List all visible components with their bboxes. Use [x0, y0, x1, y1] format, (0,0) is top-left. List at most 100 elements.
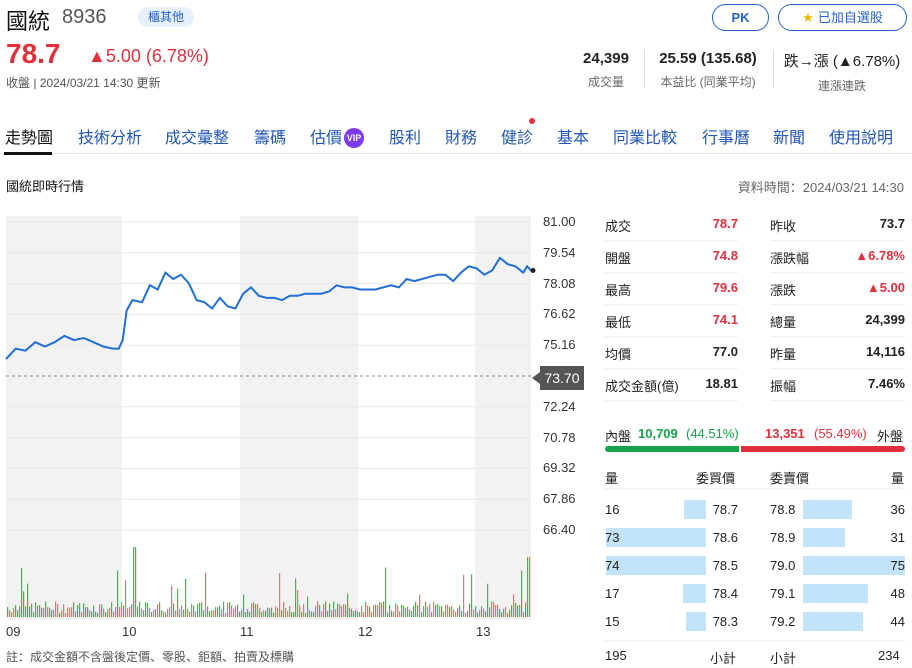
- volume-bar: [437, 603, 439, 617]
- price-change-value: 5.00 (6.78%): [105, 46, 209, 66]
- quote-label: 昨量: [770, 347, 797, 362]
- tab-chart[interactable]: 走勢圖: [5, 130, 54, 147]
- volume-bar: [363, 612, 365, 617]
- tab-technical[interactable]: 技術分析: [78, 130, 143, 147]
- volume-bar: [499, 608, 501, 617]
- volume-bar: [357, 611, 359, 617]
- volume-bar: [151, 611, 153, 617]
- quote-label: 開盤: [605, 251, 632, 266]
- tab-basic[interactable]: 基本: [557, 130, 590, 147]
- volume-bar: [163, 611, 165, 617]
- volume-bar: [387, 612, 389, 617]
- x-tick: 11: [240, 624, 254, 639]
- volume-bar: [159, 602, 161, 617]
- ask-price: 78.9: [770, 530, 796, 545]
- volume-bar: [467, 610, 469, 617]
- tab-valuation[interactable]: 估價 VIP: [310, 124, 365, 148]
- intraday-chart[interactable]: [0, 212, 540, 622]
- volume-bar: [433, 601, 435, 617]
- stat-volume: 24,399 成交量: [572, 50, 640, 90]
- pk-button[interactable]: PK: [712, 4, 769, 31]
- volume-bar: [441, 606, 443, 617]
- tab-help[interactable]: 使用說明: [829, 130, 894, 147]
- volume-bar: [373, 605, 375, 617]
- ask-volume: 44: [890, 614, 905, 629]
- volume-bar: [453, 609, 455, 617]
- volume-bar: [401, 604, 403, 617]
- volume-bar: [73, 602, 75, 617]
- ask-depth-bar: [803, 528, 845, 547]
- volume-bar: [491, 601, 493, 617]
- volume-bar: [63, 604, 65, 617]
- bid-price: 78.4: [712, 586, 738, 601]
- y-tick: 76.62: [543, 306, 576, 322]
- volume-bar: [137, 606, 139, 617]
- volume-bar: [19, 606, 21, 617]
- volume-bar: [53, 609, 55, 617]
- volume-bar: [181, 605, 183, 617]
- ask-price-header: 委賣價: [770, 471, 810, 486]
- tab-financial[interactable]: 財務: [445, 130, 478, 147]
- section-title: 國統即時行情: [6, 179, 85, 194]
- industry-tag[interactable]: 櫃其他: [138, 7, 195, 27]
- tab-chips[interactable]: 籌碼: [254, 130, 287, 147]
- volume-bar: [125, 580, 127, 617]
- volume-bar: [103, 608, 105, 617]
- divider: [605, 640, 905, 641]
- volume-bar: [321, 611, 323, 617]
- volume-bar: [83, 603, 85, 617]
- active-tab-indicator: [4, 152, 52, 155]
- volume-bar: [293, 611, 295, 617]
- tab-checkup[interactable]: 健診: [501, 130, 534, 147]
- volume-bar: [17, 610, 19, 617]
- quote-value: ▲6.78%: [855, 248, 905, 263]
- volume-bar: [227, 602, 229, 617]
- volume-bar: [37, 605, 39, 617]
- volume-bar: [207, 606, 209, 617]
- quote-value: 18.81: [705, 376, 738, 391]
- volume-bar: [41, 607, 43, 617]
- volume-bar: [141, 608, 143, 617]
- volume-bar: [497, 604, 499, 617]
- volume-bar: [71, 607, 73, 617]
- volume-bar: [341, 606, 343, 617]
- volume-bar: [135, 547, 137, 617]
- tab-news[interactable]: 新聞: [773, 130, 806, 147]
- volume-bar: [161, 610, 163, 617]
- notification-dot-icon: [529, 118, 535, 124]
- volume-bar: [427, 606, 429, 617]
- volume-bar: [39, 605, 41, 617]
- volume-bar: [473, 609, 475, 617]
- divider: [605, 488, 905, 489]
- tab-dividend[interactable]: 股利: [389, 130, 422, 147]
- volume-bar: [25, 606, 27, 617]
- quote-label: 最高: [605, 283, 632, 298]
- watchlist-button[interactable]: ★ 已加自選股: [778, 4, 907, 31]
- bid-total: 195: [605, 648, 627, 663]
- volume-bar: [479, 610, 481, 617]
- tab-calendar[interactable]: 行事曆: [702, 130, 751, 147]
- volume-bar: [277, 607, 279, 617]
- ask-volume-header: 量: [891, 471, 905, 486]
- ask-price: 79.1: [770, 586, 796, 601]
- volume-bar: [339, 604, 341, 617]
- tab-peer[interactable]: 同業比較: [613, 130, 678, 147]
- volume-bar: [81, 612, 83, 617]
- ask-depth-bar: [803, 612, 863, 631]
- volume-bar: [275, 606, 277, 617]
- volume-bar: [243, 594, 245, 617]
- volume-bar: [359, 612, 361, 617]
- volume-bar: [299, 605, 301, 617]
- inner-percent: (44.51%): [686, 426, 739, 441]
- volume-bar: [7, 607, 9, 617]
- volume-bar: [417, 605, 419, 617]
- volume-bar: [371, 612, 373, 617]
- divider: [644, 50, 645, 88]
- volume-bar: [187, 608, 189, 617]
- tab-trades[interactable]: 成交彙整: [165, 130, 230, 147]
- bid-total-label: 小計: [710, 651, 737, 666]
- quote-value: 78.7: [712, 216, 738, 231]
- volume-bar: [29, 606, 31, 617]
- volume-bar: [223, 601, 225, 617]
- bid-price: 78.5: [712, 558, 738, 573]
